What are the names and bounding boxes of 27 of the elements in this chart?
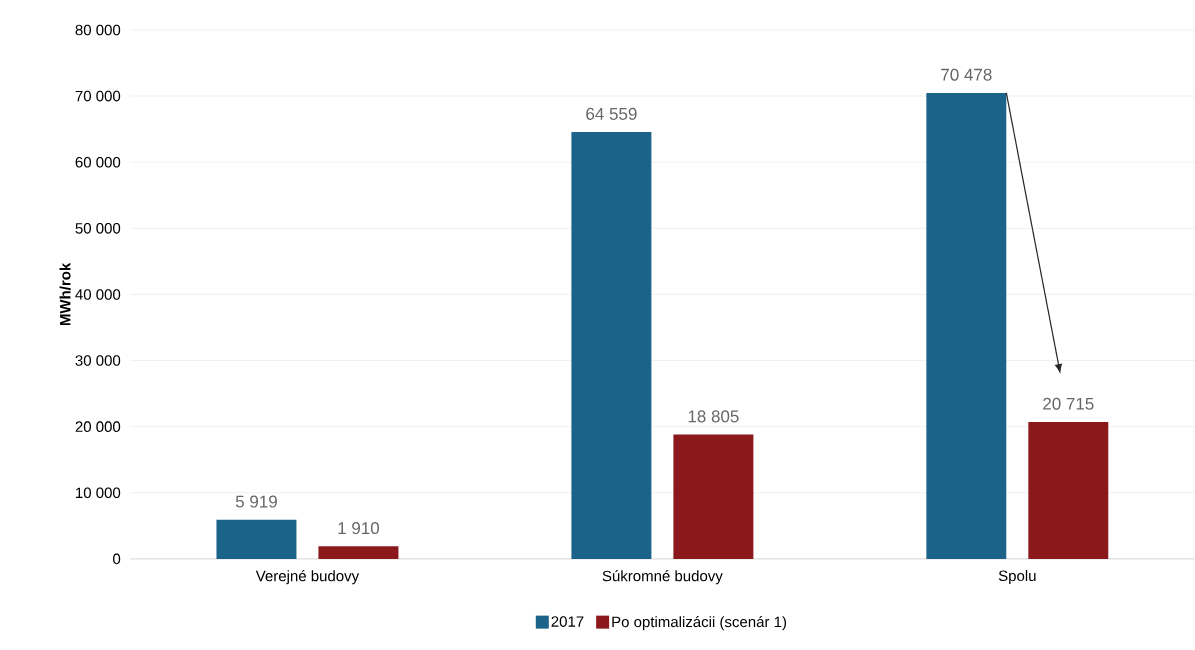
y-tick-label: 60 000: [75, 156, 121, 168]
y-tick-label: 40 000: [75, 289, 121, 300]
data-label: 64 559: [586, 107, 637, 120]
bar: [216, 519, 297, 559]
legend-label: 2017: [551, 616, 584, 627]
y-axis-title: MWh/rok: [59, 262, 71, 326]
legend-label: Po optimalizácii (scenár 1): [612, 616, 787, 631]
bar: [926, 92, 1007, 559]
data-label: 20 715: [1043, 397, 1094, 410]
bar: [571, 132, 652, 559]
x-tick-label: Spolu: [998, 570, 1036, 585]
bar: [318, 546, 399, 559]
y-tick-label: 70 000: [75, 90, 121, 102]
bar: [673, 434, 754, 559]
bar: [1028, 421, 1109, 559]
y-tick-label: 30 000: [75, 355, 121, 366]
y-tick-label: 20 000: [75, 421, 121, 433]
y-tick-label: 50 000: [75, 223, 121, 234]
y-tick-label: 0: [113, 553, 121, 565]
x-tick-label: Súkromné budovy: [602, 570, 723, 585]
y-tick-label: 80 000: [75, 24, 121, 36]
data-label: 70 478: [941, 68, 992, 81]
x-tick-label: Verejné budovy: [255, 570, 360, 585]
data-label: 5 919: [235, 495, 277, 508]
y-tick-label: 10 000: [76, 487, 121, 499]
data-label: 18 805: [688, 410, 739, 423]
data-label: 1 910: [338, 522, 380, 535]
